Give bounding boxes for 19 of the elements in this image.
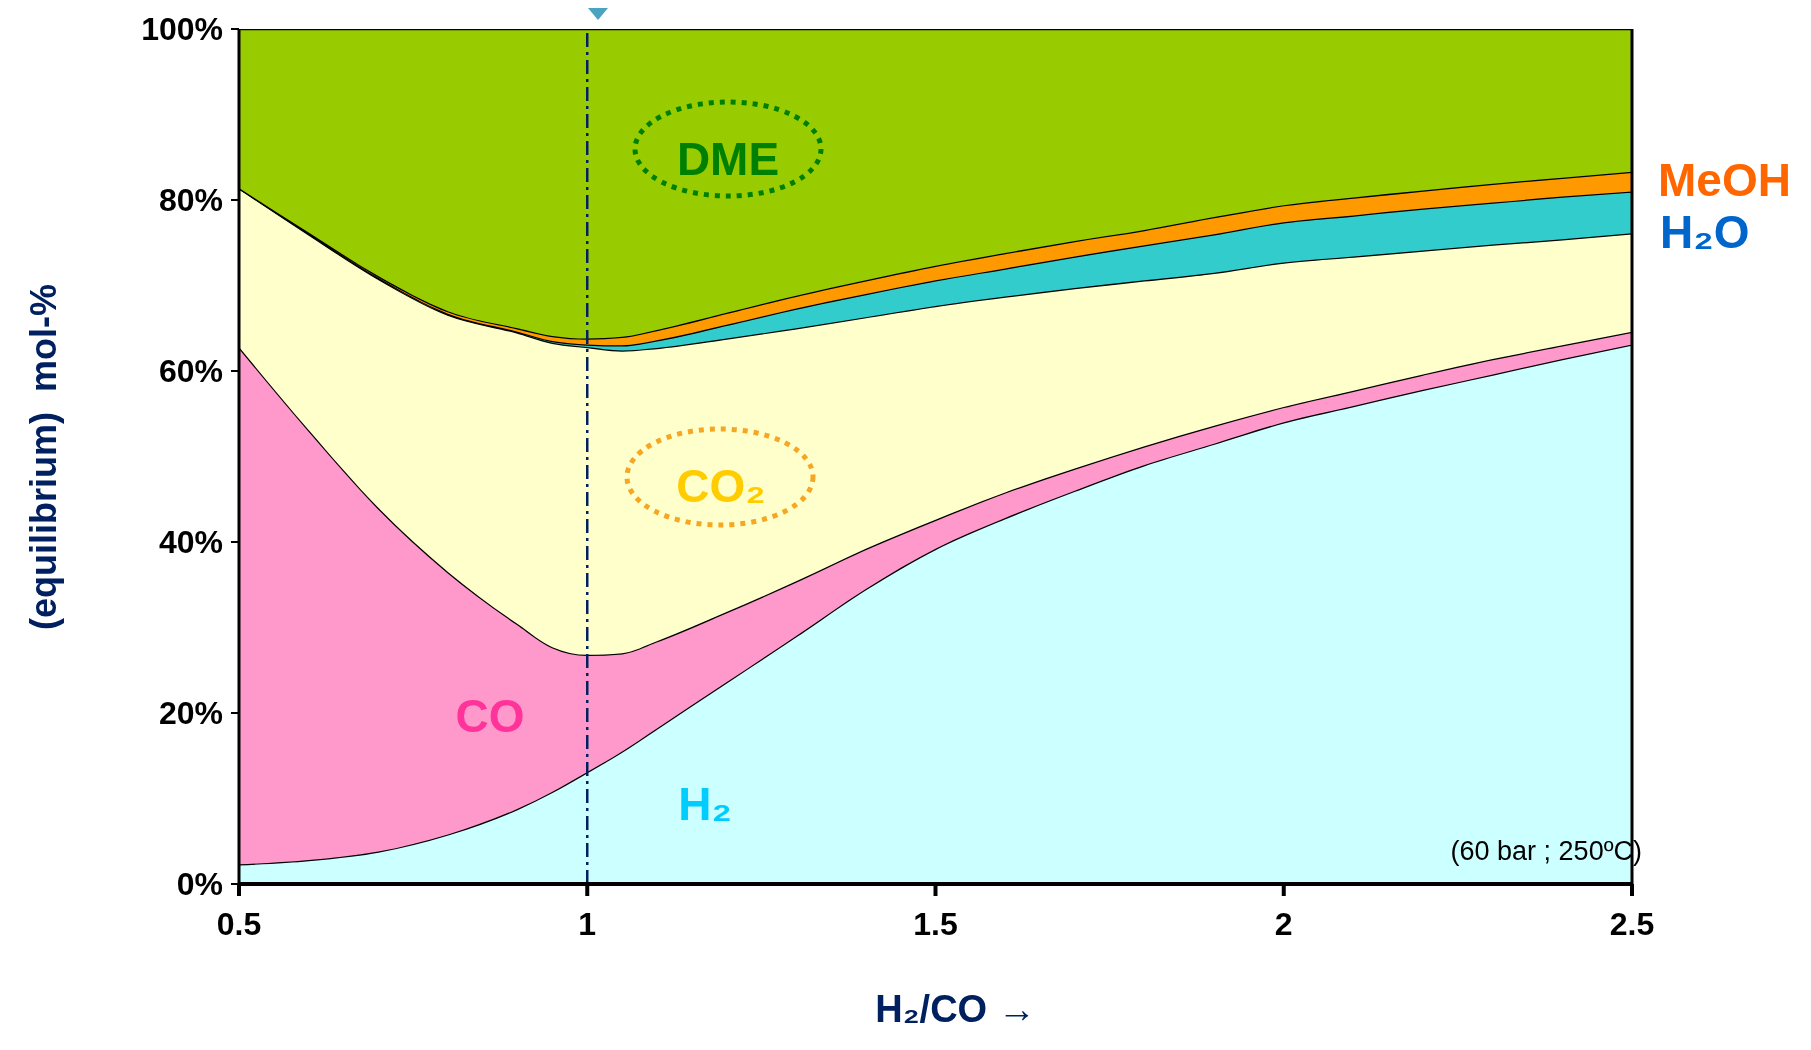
x-tick-label: 2.5	[1609, 905, 1655, 942]
y-tick-label: 60%	[158, 353, 223, 390]
x-axis-title: H₂/CO →	[875, 988, 1036, 1030]
y-tick-label: 80%	[158, 182, 223, 219]
series-label: DME	[676, 133, 780, 185]
y-tick-label: 20%	[158, 695, 223, 732]
series-label: H₂O	[1660, 206, 1750, 258]
series-label: MeOH	[1658, 154, 1791, 206]
x-tick-label: 0.5	[216, 905, 262, 942]
series-label: CO	[455, 690, 525, 742]
series-label: H₂	[678, 778, 732, 830]
x-tick-label: 2	[1274, 905, 1293, 942]
x-tick-label: 1	[578, 905, 597, 942]
y-tick-label: 0%	[176, 866, 223, 903]
x-tick-label: 1.5	[913, 905, 958, 942]
series-label: CO₂	[676, 460, 766, 512]
y-axis-title: (equilibrium) mol-%	[23, 283, 64, 630]
y-tick-label: 40%	[158, 524, 223, 561]
y-tick-label: 100%	[141, 11, 223, 48]
